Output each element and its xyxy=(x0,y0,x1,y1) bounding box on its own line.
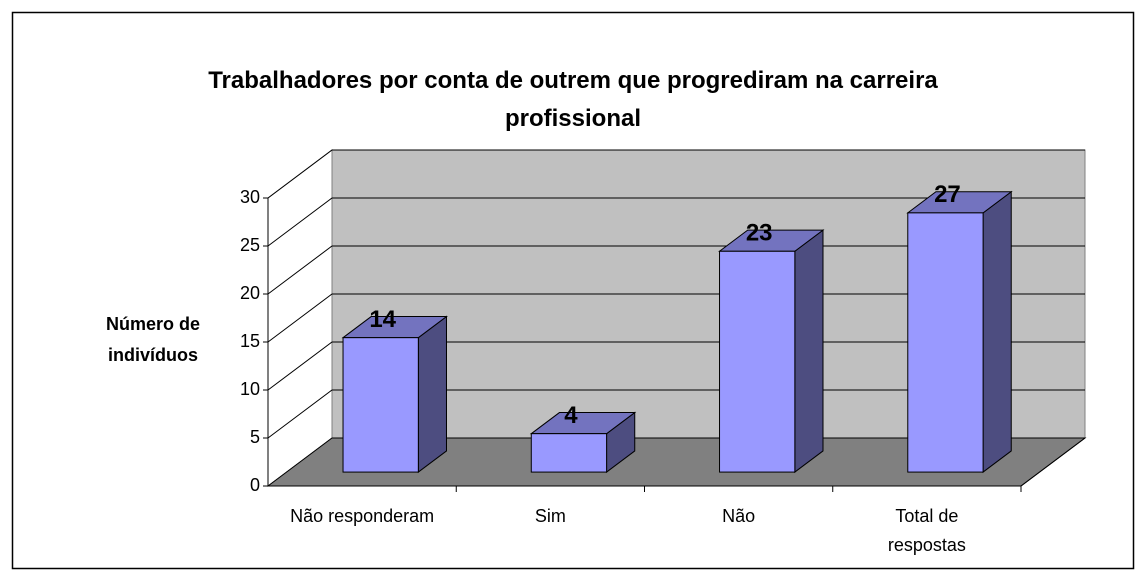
grid-line xyxy=(267,149,1085,199)
x-tick-label: Não responderam xyxy=(290,506,434,526)
grid-line xyxy=(267,341,1085,391)
bar-side xyxy=(982,190,1012,474)
data-label: 27 xyxy=(934,181,961,208)
grid-line xyxy=(267,389,1085,439)
floor-edge xyxy=(1020,437,1086,487)
y-tick-label: 10 xyxy=(240,379,260,399)
grid-line xyxy=(267,245,1085,295)
x-tick-label: Não xyxy=(722,506,755,526)
y-tick-label: 20 xyxy=(240,283,260,303)
data-label: 4 xyxy=(564,402,578,429)
y-tick-label: 5 xyxy=(250,427,260,447)
grid-line xyxy=(267,197,1085,247)
y-tick-label: 25 xyxy=(240,235,260,255)
bar xyxy=(342,337,419,473)
bar xyxy=(907,212,984,473)
y-tick-label: 30 xyxy=(240,187,260,207)
grid-line xyxy=(267,293,1085,343)
x-tick-label: Total de respostas xyxy=(888,506,966,555)
bar xyxy=(719,250,796,473)
bar-side xyxy=(794,229,824,474)
data-label: 23 xyxy=(746,220,773,247)
data-label: 14 xyxy=(369,306,396,333)
chart-title: Trabalhadores por conta de outrem que pr… xyxy=(208,67,938,132)
y-tick-label: 0 xyxy=(250,475,260,495)
x-tick-label: Sim xyxy=(535,506,566,526)
y-axis-label: Número de indivíduos xyxy=(106,314,200,365)
y-tick-label: 15 xyxy=(240,331,260,351)
bar xyxy=(530,433,608,473)
bar-side xyxy=(417,315,447,474)
